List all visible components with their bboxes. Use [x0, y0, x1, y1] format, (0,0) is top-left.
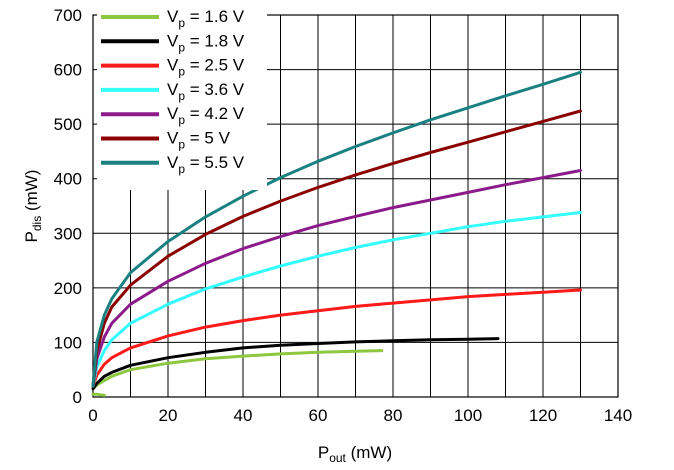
x-tick-label: 120 — [529, 406, 557, 425]
x-tick-label: 40 — [234, 406, 253, 425]
series-line-1-6-V — [91, 392, 106, 397]
y-tick-label: 300 — [54, 224, 82, 243]
series-line-1-8-V — [91, 337, 500, 391]
legend-entry: Vp = 1.6 V — [167, 7, 245, 30]
x-tick-label: 20 — [159, 406, 178, 425]
legend-entry: Vp = 5.5 V — [167, 153, 245, 176]
y-tick-label: 400 — [54, 170, 82, 189]
y-tick-label: 500 — [54, 115, 82, 134]
y-tick-label: 600 — [54, 61, 82, 80]
legend: Vp = 1.6 VVp = 1.8 VVp = 2.5 VVp = 3.6 V… — [97, 5, 267, 190]
legend-entry: Vp = 2.5 V — [167, 56, 245, 79]
data-series — [91, 70, 582, 397]
series-line-1-6-V-b — [91, 349, 384, 391]
legend-entry: Vp = 1.8 V — [167, 31, 245, 54]
legend-entry: Vp = 3.6 V — [167, 80, 245, 103]
y-tick-label: 200 — [54, 279, 82, 298]
y-axis-title: Pdis (mW) — [22, 170, 44, 243]
legend-entry: Vp = 4.2 V — [167, 104, 245, 127]
series-line-3-6-V — [91, 211, 582, 388]
x-tick-label: 80 — [384, 406, 403, 425]
plot-frame — [92, 14, 619, 398]
legend-entry: Vp = 5 V — [167, 129, 231, 152]
x-axis-title: Pout (mW) — [318, 443, 392, 465]
x-tick-label: 0 — [88, 406, 97, 425]
series-line-2-5-V — [91, 288, 582, 388]
axis-ticks: 0 20 40 60 80 100 120 140 0 100 200 300 400 500 600 700 — [54, 6, 633, 425]
series-line-5-V — [91, 109, 582, 388]
y-tick-label: 0 — [73, 388, 82, 407]
series-line-4-2-V — [91, 169, 582, 388]
x-tick-label: 100 — [454, 406, 482, 425]
y-tick-label: 100 — [54, 333, 82, 352]
series-line-5-5-V — [91, 70, 582, 388]
x-tick-label: 60 — [309, 406, 328, 425]
legend-background — [97, 5, 267, 190]
x-tick-label: 140 — [604, 406, 632, 425]
y-tick-label: 700 — [54, 6, 82, 25]
